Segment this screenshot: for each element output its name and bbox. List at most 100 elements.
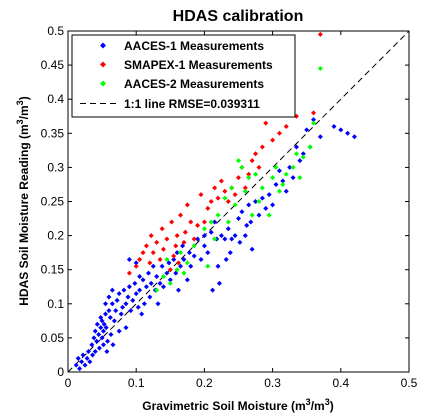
data-point	[293, 151, 299, 157]
data-point	[287, 164, 293, 170]
data-point	[80, 352, 86, 358]
legend-entry-smapex1: SMAPEX-1 Measurements	[100, 58, 273, 72]
data-point	[109, 287, 115, 293]
data-point	[175, 260, 181, 266]
data-point	[99, 335, 105, 341]
data-point	[263, 120, 269, 126]
data-point	[283, 123, 289, 129]
data-point	[157, 256, 163, 262]
data-point	[184, 260, 190, 266]
data-point	[242, 233, 248, 239]
data-point	[232, 202, 238, 208]
data-point	[242, 188, 248, 194]
y-tick-label: 0.5	[47, 24, 64, 38]
data-point	[105, 338, 111, 344]
y-tick-label: 0.4	[47, 92, 64, 106]
data-point	[246, 171, 252, 177]
data-point	[94, 338, 100, 344]
data-point	[167, 280, 173, 286]
data-point	[232, 233, 238, 239]
series-3-points	[154, 66, 323, 293]
data-point	[242, 185, 248, 191]
data-point	[178, 212, 184, 218]
data-point	[145, 270, 151, 276]
data-point	[114, 297, 120, 303]
y-tick-labels: 0 0.05 0.1 0.15 0.2 0.25 0.3 0.35 0.4 0.45 0.5	[41, 24, 65, 379]
x-tick-label: 0.3	[264, 376, 281, 390]
x-axis-label-sup1: 3	[306, 397, 311, 407]
y-axis-label-sup1: 3	[15, 119, 25, 124]
data-point	[164, 270, 170, 276]
legend-entry-reference-line: 1:1 line RMSE=0.039311	[80, 97, 260, 111]
data-point	[351, 134, 357, 140]
data-point	[85, 349, 91, 355]
data-point	[103, 301, 109, 307]
data-point	[249, 246, 255, 252]
data-point	[227, 250, 233, 256]
data-point	[175, 287, 181, 293]
data-point	[283, 188, 289, 194]
data-point	[345, 130, 351, 136]
data-point	[79, 359, 85, 365]
data-point	[191, 236, 197, 242]
data-point	[229, 185, 235, 191]
data-point	[253, 199, 259, 204]
data-point	[104, 349, 110, 355]
data-point	[216, 280, 222, 286]
data-point	[236, 175, 241, 181]
data-point	[290, 175, 296, 181]
x-tick-label: 0.1	[128, 376, 145, 390]
data-point	[118, 311, 124, 317]
data-point	[154, 287, 160, 293]
data-point	[140, 277, 146, 283]
data-point	[148, 280, 154, 286]
data-point	[154, 239, 160, 245]
y-tick-label: 0.15	[41, 263, 65, 277]
data-point	[148, 233, 154, 239]
data-point	[173, 243, 179, 249]
data-point	[225, 199, 231, 204]
data-point	[87, 359, 93, 365]
data-point	[249, 212, 255, 218]
data-point	[174, 267, 180, 273]
data-point	[273, 181, 279, 187]
data-point	[270, 175, 276, 181]
y-axis-label: HDAS Soil Moisture Reading (m3/m3)	[15, 96, 31, 305]
data-point	[239, 209, 245, 215]
data-point	[94, 321, 100, 327]
data-point	[266, 212, 272, 218]
data-point	[91, 335, 97, 341]
data-point	[116, 291, 122, 297]
data-point	[244, 222, 250, 228]
data-point	[317, 31, 323, 37]
data-point	[215, 212, 221, 218]
data-point	[222, 236, 228, 242]
data-point	[159, 263, 165, 269]
data-point	[232, 192, 238, 198]
data-point	[113, 308, 119, 314]
data-point	[276, 188, 282, 194]
data-point	[128, 308, 134, 314]
data-point	[222, 188, 228, 194]
data-point	[263, 205, 269, 211]
data-point	[297, 158, 303, 164]
data-point	[236, 216, 241, 222]
y-tick-label: 0.1	[47, 297, 64, 311]
data-point	[259, 195, 265, 201]
data-point	[248, 219, 254, 225]
data-point	[109, 301, 115, 307]
x-tick-label: 0.4	[332, 376, 349, 390]
data-point	[182, 229, 188, 235]
x-tick-labels: 0 0.1 0.2 0.3 0.4 0.5	[65, 376, 418, 390]
data-point	[215, 263, 221, 269]
data-point	[338, 127, 344, 133]
data-point	[184, 202, 190, 208]
data-point	[169, 219, 175, 225]
data-point	[143, 243, 149, 249]
legend-entry-aaces1: AACES-1 Measurements	[100, 39, 264, 53]
data-point	[210, 287, 216, 293]
data-point	[160, 284, 166, 290]
data-point	[256, 164, 262, 170]
data-point	[259, 144, 265, 150]
data-point	[133, 291, 139, 297]
